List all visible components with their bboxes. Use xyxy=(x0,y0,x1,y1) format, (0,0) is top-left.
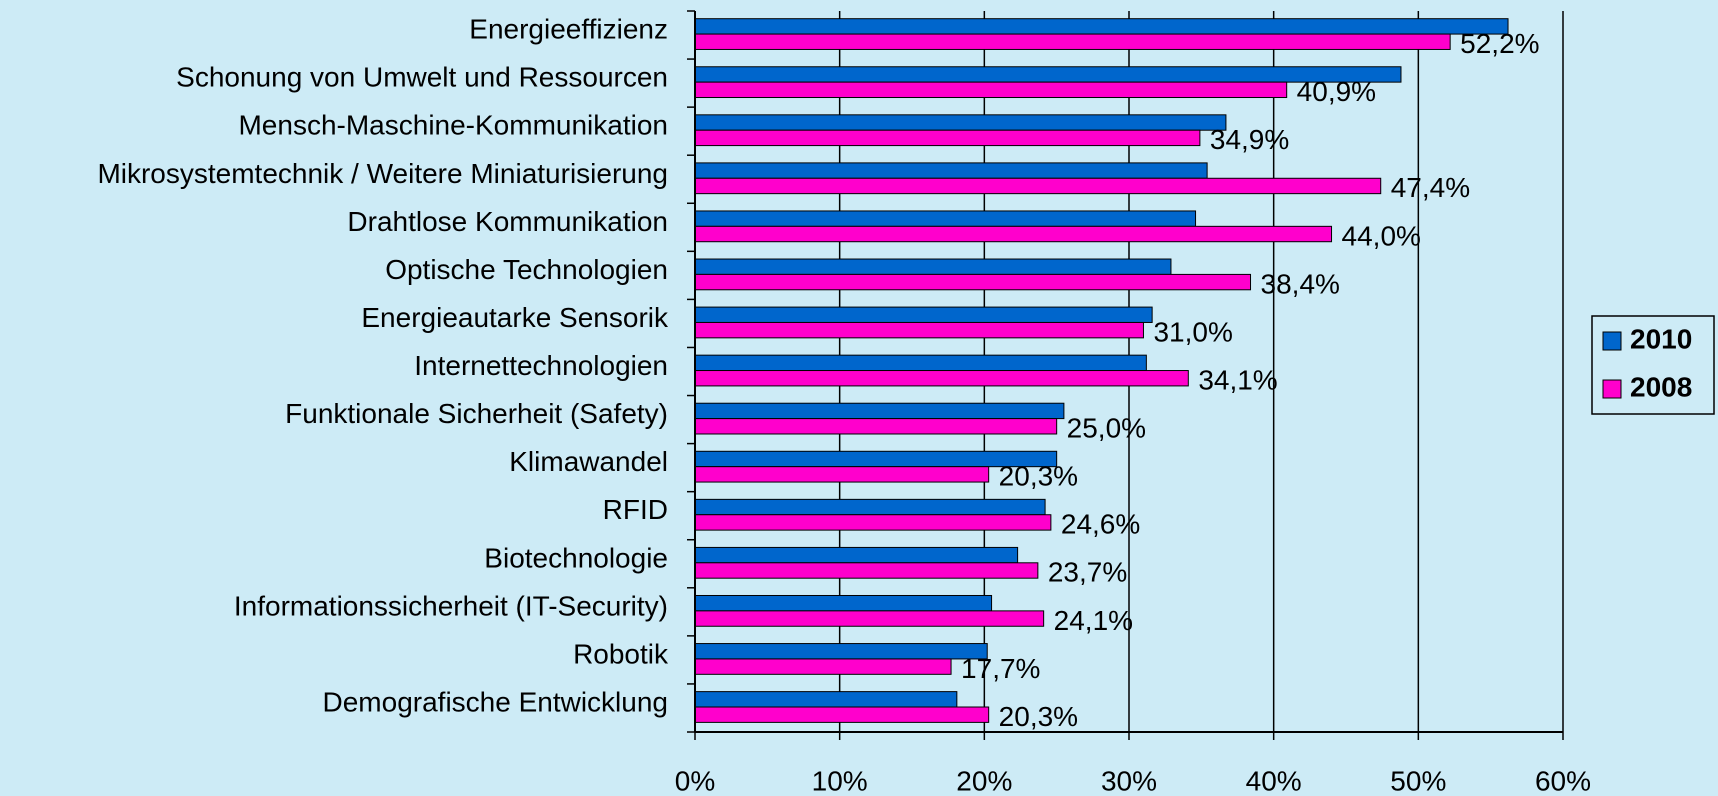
bar xyxy=(694,306,1153,323)
bar xyxy=(694,321,1144,339)
x-tick-label: 10% xyxy=(812,765,868,796)
bar xyxy=(694,66,1402,83)
bar xyxy=(694,418,1058,435)
value-label: 52,2% xyxy=(1460,28,1539,59)
value-label: 31,0% xyxy=(1153,316,1232,347)
category-label: Informationssicherheit (IT-Security) xyxy=(234,590,668,621)
value-label: 38,4% xyxy=(1261,268,1340,299)
value-label: 23,7% xyxy=(1048,557,1127,588)
bar xyxy=(694,81,1288,99)
bar xyxy=(694,162,1208,179)
bar xyxy=(694,210,1197,227)
category-label: Funktionale Sicherheit (Safety) xyxy=(285,398,668,429)
category-label: Klimawandel xyxy=(509,446,668,477)
value-label: 20,3% xyxy=(999,461,1078,492)
category-label: RFID xyxy=(603,494,668,525)
bar xyxy=(694,643,988,660)
category-label: Demografische Entwicklung xyxy=(323,687,669,718)
bar xyxy=(694,129,1201,147)
bar xyxy=(694,177,1382,195)
legend-swatch xyxy=(1602,379,1622,399)
category-label: Energieautarke Sensorik xyxy=(361,302,669,333)
value-label: 34,1% xyxy=(1198,364,1277,395)
value-label: 17,7% xyxy=(961,653,1040,684)
bar xyxy=(694,354,1147,372)
bar xyxy=(694,706,990,723)
x-tick-label: 40% xyxy=(1246,765,1302,796)
bar xyxy=(694,33,1451,50)
category-label: Biotechnologie xyxy=(484,542,668,573)
legend-label: 2008 xyxy=(1630,371,1692,402)
bar xyxy=(694,370,1189,387)
legend-swatch xyxy=(1602,331,1622,351)
value-label: 20,3% xyxy=(999,701,1078,732)
x-tick-label: 30% xyxy=(1101,765,1157,796)
x-tick-label: 20% xyxy=(956,765,1012,796)
category-label: Mensch-Maschine-Kommunikation xyxy=(238,110,668,141)
x-tick-label: 50% xyxy=(1390,765,1446,796)
bar xyxy=(694,18,1509,35)
bar xyxy=(694,594,993,612)
value-label: 34,9% xyxy=(1210,124,1289,155)
value-label: 25,0% xyxy=(1067,413,1146,444)
bar xyxy=(694,610,1045,627)
bar xyxy=(694,562,1039,579)
value-label: 44,0% xyxy=(1342,220,1421,251)
bar xyxy=(694,225,1333,243)
value-label: 47,4% xyxy=(1391,172,1470,203)
bar xyxy=(694,402,1065,420)
category-label: Internettechnologien xyxy=(414,350,668,381)
bar xyxy=(694,273,1252,291)
x-tick-label: 60% xyxy=(1535,765,1591,796)
value-label: 24,6% xyxy=(1061,509,1140,540)
value-label: 24,1% xyxy=(1054,605,1133,636)
bar xyxy=(694,691,958,708)
bar xyxy=(694,258,1172,275)
category-label: Energieeffizienz xyxy=(469,14,668,45)
category-label: Robotik xyxy=(573,638,669,669)
category-label: Optische Technologien xyxy=(385,254,668,285)
bar xyxy=(694,114,1227,131)
category-label: Schonung von Umwelt und Ressourcen xyxy=(176,62,668,93)
bar xyxy=(694,498,1046,516)
bar xyxy=(694,514,1052,531)
category-label: Mikrosystemtechnik / Weitere Miniaturisi… xyxy=(97,158,668,189)
legend: 2010 2008 xyxy=(1591,315,1715,415)
category-label: Drahtlose Kommunikation xyxy=(347,206,668,237)
bar xyxy=(694,546,1019,564)
bar xyxy=(694,658,952,675)
x-tick-label: 0% xyxy=(675,765,715,796)
legend-label: 2010 xyxy=(1630,323,1692,354)
bar xyxy=(694,466,990,483)
value-label: 40,9% xyxy=(1297,76,1376,107)
